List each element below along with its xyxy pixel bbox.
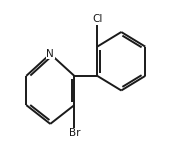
Text: N: N bbox=[46, 49, 54, 59]
Text: Cl: Cl bbox=[92, 15, 102, 24]
Text: Br: Br bbox=[69, 128, 80, 138]
